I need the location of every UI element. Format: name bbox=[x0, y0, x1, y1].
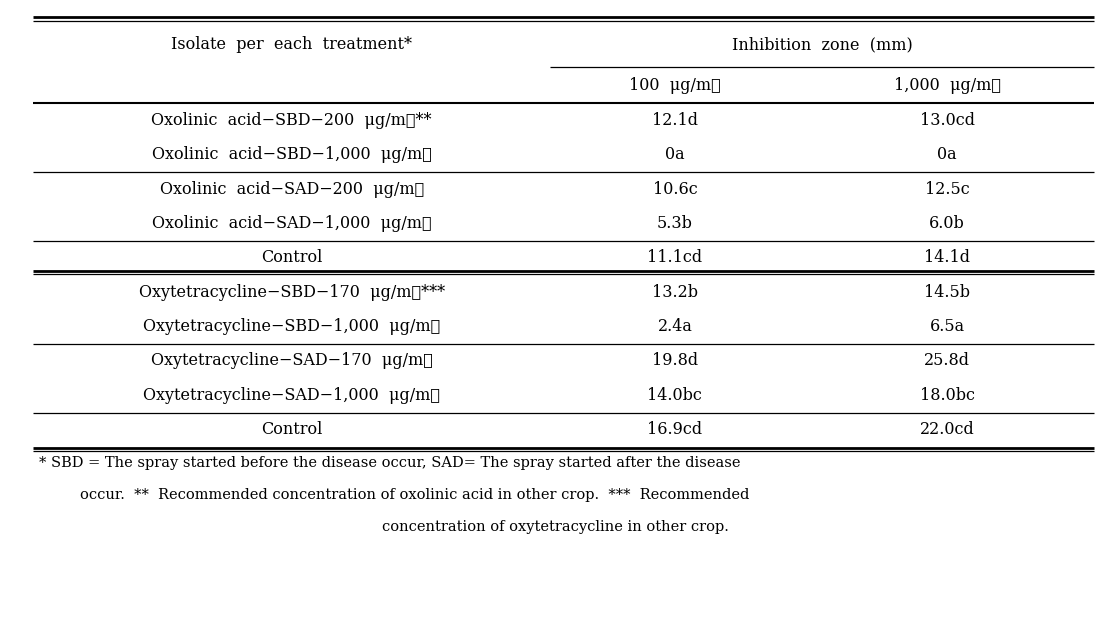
Text: * SBD = The spray started before the disease occur, SAD= The spray started after: * SBD = The spray started before the dis… bbox=[39, 456, 740, 469]
Text: 19.8d: 19.8d bbox=[652, 352, 698, 369]
Text: Oxytetracycline−SAD−1,000  μg/mℓ: Oxytetracycline−SAD−1,000 μg/mℓ bbox=[143, 387, 440, 404]
Text: 18.0bc: 18.0bc bbox=[920, 387, 974, 404]
Text: 12.5c: 12.5c bbox=[924, 181, 970, 198]
Text: Control: Control bbox=[261, 421, 322, 438]
Text: 6.5a: 6.5a bbox=[930, 318, 964, 335]
Text: 1,000  μg/mℓ: 1,000 μg/mℓ bbox=[893, 76, 1001, 94]
Text: 12.1d: 12.1d bbox=[652, 112, 698, 129]
Text: 0a: 0a bbox=[665, 146, 684, 163]
Text: 13.2b: 13.2b bbox=[652, 284, 698, 301]
Text: 0a: 0a bbox=[938, 146, 957, 163]
Text: 100  μg/mℓ: 100 μg/mℓ bbox=[629, 76, 721, 94]
Text: Inhibition  zone  (mm): Inhibition zone (mm) bbox=[732, 36, 912, 53]
Text: 14.0bc: 14.0bc bbox=[648, 387, 702, 404]
Text: Control: Control bbox=[261, 249, 322, 266]
Text: Oxytetracycline−SAD−170  μg/mℓ: Oxytetracycline−SAD−170 μg/mℓ bbox=[151, 352, 432, 369]
Text: 2.4a: 2.4a bbox=[658, 318, 692, 335]
Text: 14.1d: 14.1d bbox=[924, 249, 970, 266]
Text: Oxolinic  acid−SBD−200  μg/mℓ**: Oxolinic acid−SBD−200 μg/mℓ** bbox=[151, 112, 432, 129]
Text: Oxytetracycline−SBD−170  μg/mℓ***: Oxytetracycline−SBD−170 μg/mℓ*** bbox=[139, 284, 444, 301]
Text: 11.1cd: 11.1cd bbox=[648, 249, 702, 266]
Text: 13.0cd: 13.0cd bbox=[920, 112, 974, 129]
Text: 14.5b: 14.5b bbox=[924, 284, 970, 301]
Text: concentration of oxytetracycline in other crop.: concentration of oxytetracycline in othe… bbox=[382, 521, 729, 534]
Text: 6.0b: 6.0b bbox=[929, 215, 965, 232]
Text: Oxolinic  acid−SAD−200  μg/mℓ: Oxolinic acid−SAD−200 μg/mℓ bbox=[160, 181, 423, 198]
Text: Isolate  per  each  treatment*: Isolate per each treatment* bbox=[171, 36, 412, 53]
Text: 25.8d: 25.8d bbox=[924, 352, 970, 369]
Text: Oxolinic  acid−SBD−1,000  μg/mℓ: Oxolinic acid−SBD−1,000 μg/mℓ bbox=[152, 146, 431, 163]
Text: 22.0cd: 22.0cd bbox=[920, 421, 974, 438]
Text: 5.3b: 5.3b bbox=[657, 215, 693, 232]
Text: Oxytetracycline−SBD−1,000  μg/mℓ: Oxytetracycline−SBD−1,000 μg/mℓ bbox=[143, 318, 440, 335]
Text: 16.9cd: 16.9cd bbox=[648, 421, 702, 438]
Text: 10.6c: 10.6c bbox=[652, 181, 698, 198]
Text: Oxolinic  acid−SAD−1,000  μg/mℓ: Oxolinic acid−SAD−1,000 μg/mℓ bbox=[152, 215, 431, 232]
Text: occur.  **  Recommended concentration of oxolinic acid in other crop.  ***  Reco: occur. ** Recommended concentration of o… bbox=[80, 488, 749, 502]
